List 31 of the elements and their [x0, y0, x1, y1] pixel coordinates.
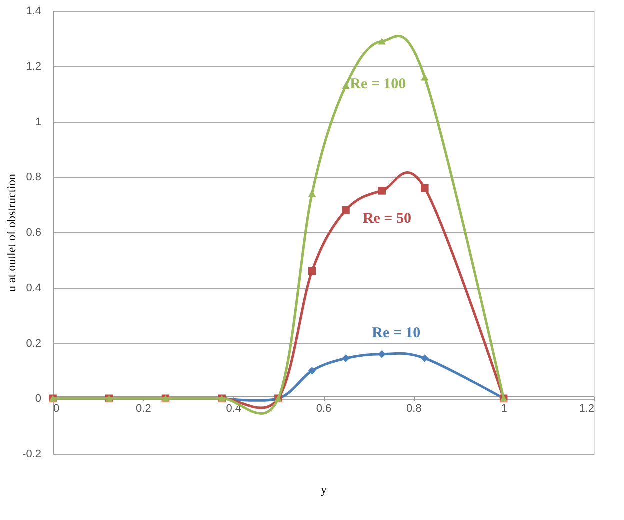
y-tick-label: 0.2 — [26, 338, 42, 350]
y-tick-label: 1.2 — [26, 60, 42, 73]
x-tick-label: 1.2 — [579, 403, 594, 415]
x-tick-label: 0 — [54, 403, 60, 415]
x-tick-label: 0.8 — [406, 403, 422, 415]
point — [378, 350, 386, 358]
point — [378, 187, 386, 195]
y-tick-label: 0.8 — [26, 172, 42, 184]
x-axis-title: y — [321, 482, 327, 496]
x-tick-label: 0.2 — [136, 403, 152, 415]
x-tick-label: 1 — [501, 403, 508, 415]
point — [421, 354, 429, 362]
point — [342, 206, 350, 214]
y-tick-label: 0 — [35, 393, 42, 406]
y-axis-title: u at outlet of obstruction — [4, 174, 19, 292]
y-tick-label: 1 — [35, 116, 42, 128]
series-label: Re = 10 — [372, 325, 421, 342]
x-tick-label: 0.6 — [316, 403, 332, 415]
point — [421, 74, 429, 81]
point — [421, 184, 429, 192]
y-tick-label: 0.6 — [26, 227, 42, 239]
series-label: Re = 50 — [362, 211, 412, 228]
point — [342, 82, 350, 90]
series-label: Re = 100 — [350, 76, 406, 92]
point — [308, 267, 316, 276]
point — [308, 367, 316, 375]
y-tick-label: 0.4 — [26, 282, 42, 294]
y-tick-label: -0.2 — [22, 448, 42, 460]
point — [342, 354, 350, 362]
point — [378, 38, 386, 45]
y-tick-label: 1.4 — [26, 6, 42, 18]
